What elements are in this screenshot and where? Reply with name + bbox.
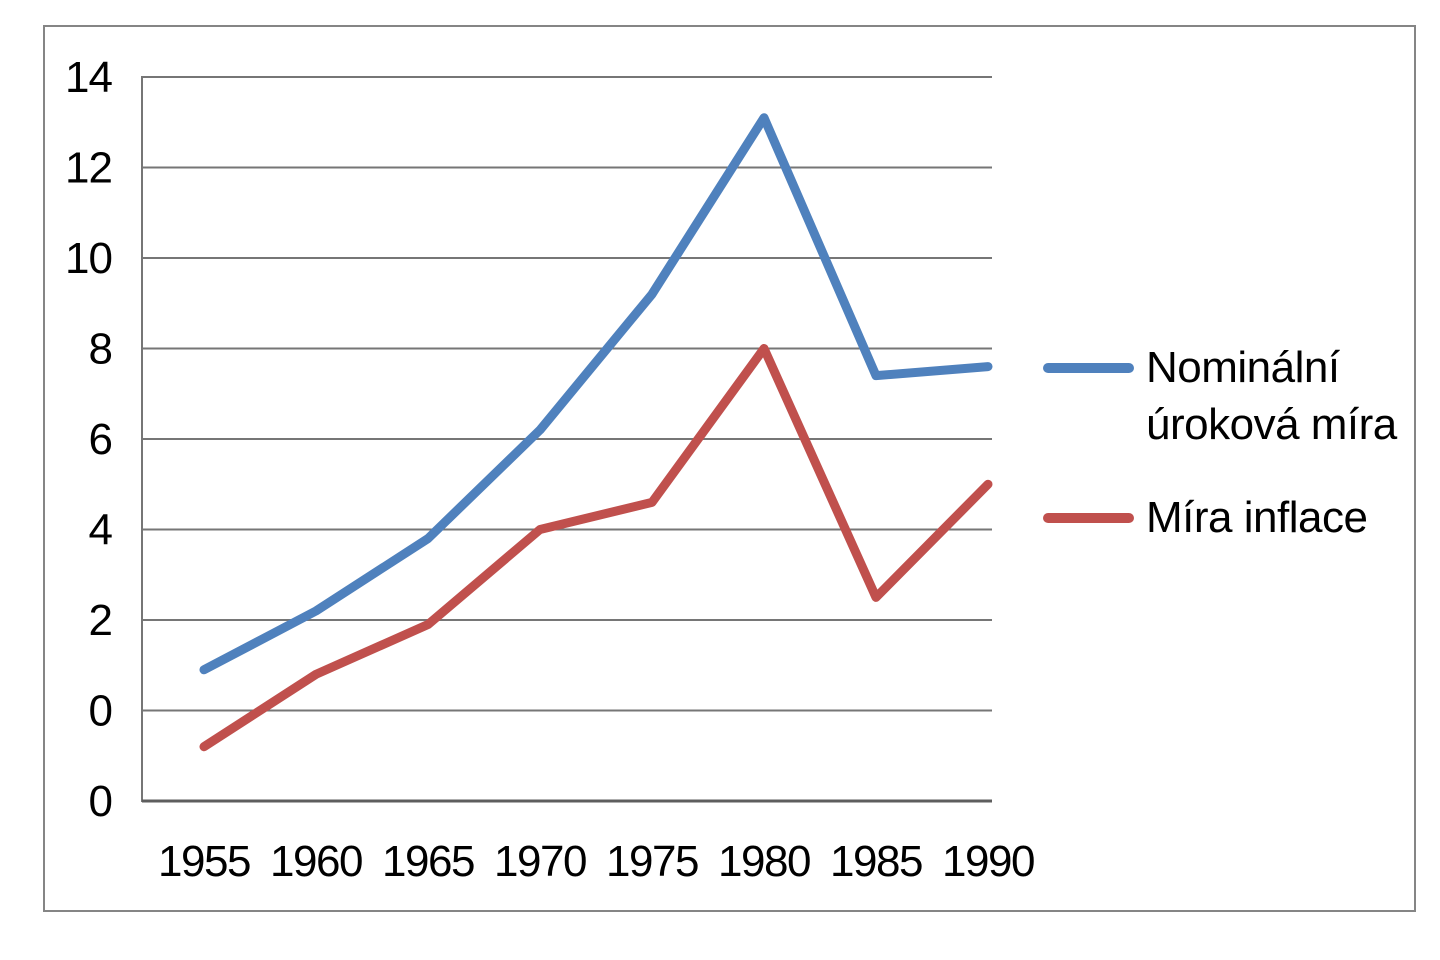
x-axis-tick-label: 1980: [718, 837, 810, 886]
y-axis-tick-label: 6: [89, 415, 112, 464]
x-axis-tick-label: 1975: [606, 837, 698, 886]
legend-label-inflation: Míra inflace: [1146, 493, 1368, 542]
y-axis-tick-label: 4: [89, 506, 113, 555]
series-line-nominal-rate: [199, 113, 993, 675]
chart-legend: Nominální úroková míra Míra inflace: [1043, 339, 1403, 546]
series-line-inflation: [199, 344, 993, 752]
legend-item-inflation: Míra inflace: [1043, 489, 1403, 546]
x-axis-tick-label: 1955: [158, 837, 250, 886]
x-axis-tick-label: 1965: [382, 837, 474, 886]
x-axis-tick-label: 1970: [494, 837, 586, 886]
y-axis-tick-label: 8: [89, 325, 112, 374]
y-axis-tick-label: 0: [89, 777, 112, 826]
legend-swatch-nominal-rate-icon: [1043, 363, 1134, 373]
y-axis-tick-label: 0: [89, 687, 112, 736]
x-axis-tick-label: 1985: [830, 837, 922, 886]
legend-label-nominal-rate: Nominální úroková míra: [1146, 343, 1397, 449]
y-axis-tick-label: 12: [65, 144, 112, 193]
y-axis-tick-label: 2: [89, 596, 112, 645]
legend-item-nominal-rate: Nominální úroková míra: [1043, 339, 1403, 453]
y-axis-tick-label: 14: [65, 53, 112, 102]
x-axis-tick-label: 1960: [270, 837, 362, 886]
legend-swatch-inflation-icon: [1043, 513, 1134, 523]
x-axis-tick-label: 1990: [942, 837, 1034, 886]
y-axis-tick-label: 10: [65, 234, 112, 283]
